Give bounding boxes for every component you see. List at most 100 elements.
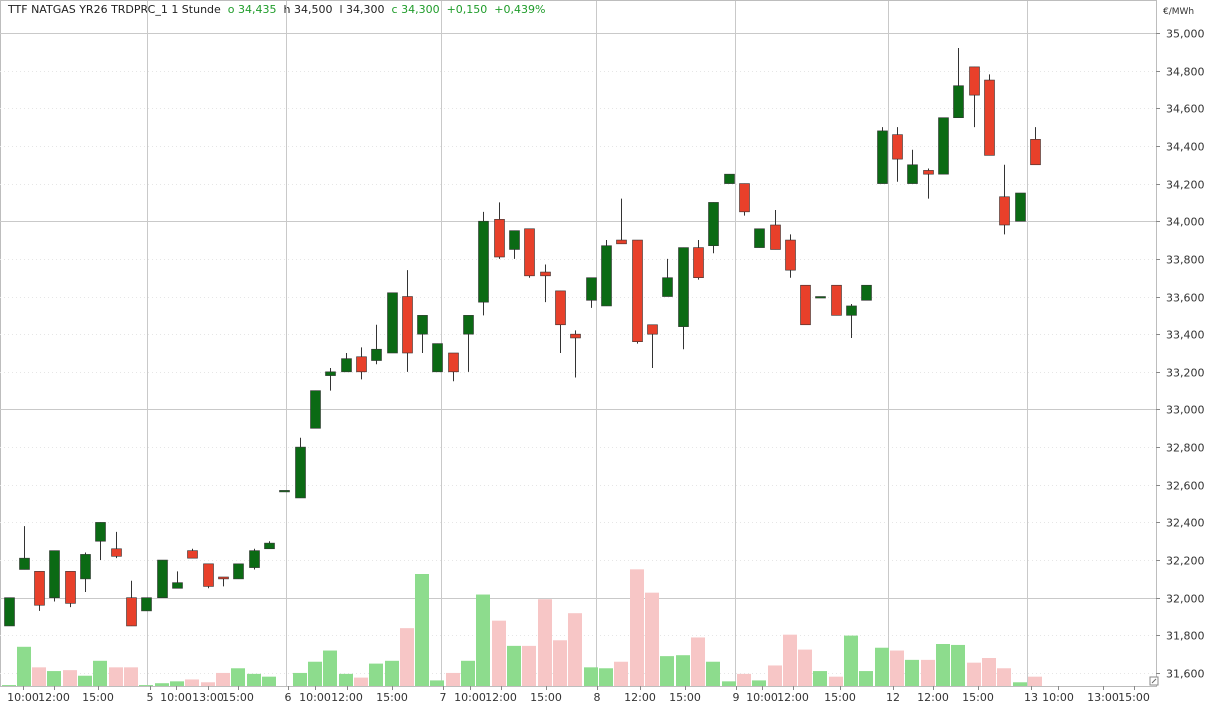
candle [815,296,826,299]
candle-body-up [249,550,260,568]
candle [325,368,336,391]
candle-body-down [203,563,214,587]
x-tick-label: 9 [733,691,740,704]
candle [907,149,918,184]
volume-bar [109,667,123,686]
volume-bar [783,634,797,686]
volume-bar [813,671,827,686]
y-tick-label: 34,400 [1166,141,1205,154]
volume-bar [47,671,61,686]
x-tick-label: 13 [1024,691,1038,704]
candle [310,390,321,429]
candle [341,353,352,373]
volume-bar [798,649,812,686]
candles [4,48,1041,627]
x-tick-label: 10:00 [299,691,331,704]
candle-body-up [49,550,60,599]
candle-body-up [279,490,290,493]
candle [371,324,382,365]
candle-body-up [157,559,168,599]
x-tick-label: 15:00 [82,691,114,704]
candle [984,74,995,156]
y-tick-label: 34,800 [1166,66,1205,79]
volume-bar [737,673,751,686]
candle-body-up [861,284,872,301]
candle-body-up [325,371,336,376]
candle [555,290,566,353]
volume-bar [522,645,536,686]
volume-bar [568,613,582,686]
candle-body-up [295,446,306,499]
candle-body-down [969,66,980,96]
volume-bar [63,670,77,686]
volume-bar [844,635,858,686]
candle-body-up [938,117,949,175]
x-tick-label: 12:00 [485,691,517,704]
candle [126,580,137,627]
candle [19,526,30,570]
candle-body-down [570,333,581,339]
candle-body-up [509,230,520,250]
candle-body-up [417,315,428,335]
x-tick-label: 13:00 [1087,691,1119,704]
volume-bar [829,676,843,686]
open-value: o 34,435 [227,3,277,16]
candle-body-down [693,247,704,279]
candle-body-down [126,597,137,627]
candle-body-down [555,290,566,326]
candle [693,240,704,280]
candle-body-up [387,292,398,354]
volume-bar [660,656,674,686]
candle [463,315,474,372]
candle [295,437,306,499]
volume-bar [706,661,720,686]
candle-body-down [923,170,934,175]
candle [724,173,735,184]
volume-bar [476,594,490,686]
candle-body-up [371,348,382,361]
volume-bar [875,647,889,686]
volume-bar [859,671,873,686]
volume-bar [293,672,307,686]
y-tick-label: 32,400 [1166,517,1205,530]
y-tick-label: 34,200 [1166,179,1205,192]
volume-bar [553,640,567,686]
volume-bar [461,660,475,686]
volume-bar [752,680,766,686]
candle [187,548,198,559]
volume-bar [905,659,919,686]
candle [49,550,60,602]
candle-body-down [402,296,413,354]
candle [478,211,489,316]
candle-body-down [218,576,229,580]
volume-bar [507,645,521,686]
candle-body-down [494,219,505,258]
y-tick-label: 33,400 [1166,329,1205,342]
candle [662,258,673,297]
candle-body-down [616,239,627,245]
candle-body-up [19,557,30,570]
y-tick-label: 32,600 [1166,480,1205,493]
y-tick-label: 35,000 [1166,28,1205,41]
volume-bar [124,667,138,686]
volume-bar [78,675,92,686]
resize-grip-icon[interactable] [1149,676,1159,686]
candle [417,315,428,353]
y-tick-label: 32,200 [1166,555,1205,568]
candle [218,576,229,587]
candle [4,597,15,627]
volume-bar [492,620,506,686]
candle [509,230,520,259]
volume-bar [691,637,705,686]
candle [953,48,964,119]
volume-bar [262,676,276,686]
candle [770,209,781,250]
volume-bar [339,673,353,686]
candle-body-up [846,305,857,316]
y-tick-label: 33,000 [1166,404,1205,417]
volume-bar [921,659,935,686]
candle-body-up [432,343,443,373]
x-tick-label: 10:00 [1042,691,1074,704]
price-axis: 35,000 34,800 34,600 34,400 34,200 34,000 33,8… [1156,28,1205,681]
